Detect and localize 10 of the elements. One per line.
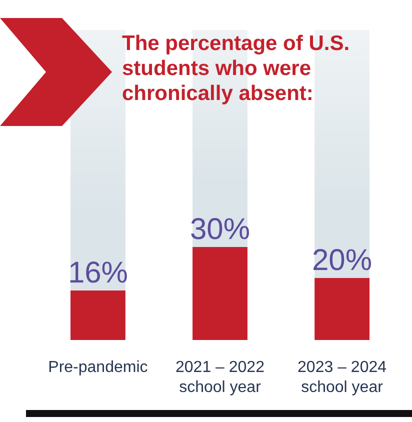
x-tick-label: Pre-pandemic bbox=[48, 359, 148, 376]
x-tick-label: 2021 – 2022 school year bbox=[176, 359, 265, 396]
x-tick-label: 2023 – 2024 school year bbox=[298, 359, 387, 396]
text: The percentage of U.S. students who were chronically absent: bbox=[122, 32, 350, 105]
data-label: 30% bbox=[190, 213, 250, 246]
data-label: 20% bbox=[312, 244, 372, 277]
bar bbox=[314, 278, 370, 340]
bar bbox=[192, 247, 248, 340]
data-label: 16% bbox=[68, 256, 128, 290]
bar bbox=[70, 290, 126, 340]
